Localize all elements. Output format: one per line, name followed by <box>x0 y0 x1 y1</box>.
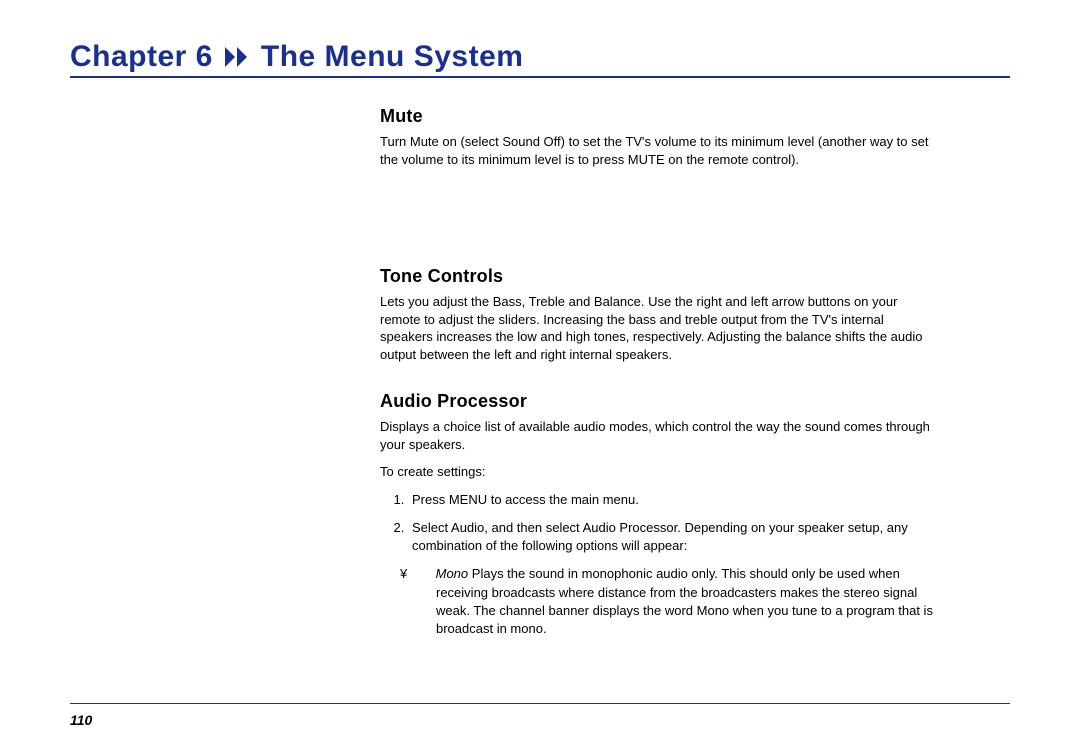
step-2: Select Audio, and then select Audio Proc… <box>408 519 940 555</box>
section-tone-controls: Tone Controls Lets you adjust the Bass, … <box>380 266 940 363</box>
mute-body: Turn Mute on (select Sound Off) to set t… <box>380 133 940 168</box>
chapter-title: Chapter 6 The Menu System <box>70 40 1010 74</box>
page: Chapter 6 The Menu System Mute Turn Mute… <box>0 0 1080 756</box>
bullet-icon: ¥ <box>418 565 432 583</box>
content-column: Mute Turn Mute on (select Sound Off) to … <box>380 106 940 638</box>
chapter-name: The Menu System <box>261 40 524 74</box>
page-number: 110 <box>70 712 92 728</box>
mono-label: Mono <box>436 566 469 581</box>
section-audio-processor: Audio Processor Displays a choice list o… <box>380 391 940 638</box>
audio-steps: Press MENU to access the main menu. Sele… <box>380 491 940 556</box>
spacer <box>380 373 940 391</box>
mono-description: Plays the sound in monophonic audio only… <box>436 566 933 636</box>
spacer <box>380 178 940 266</box>
mute-heading: Mute <box>380 106 940 127</box>
chapter-header: Chapter 6 The Menu System <box>70 40 1010 78</box>
footer-rule <box>70 703 1010 704</box>
section-mute: Mute Turn Mute on (select Sound Off) to … <box>380 106 940 168</box>
step-1: Press MENU to access the main menu. <box>408 491 940 509</box>
audio-heading: Audio Processor <box>380 391 940 412</box>
chapter-label: Chapter 6 <box>70 40 213 74</box>
audio-intro: To create settings: <box>380 463 940 481</box>
tone-heading: Tone Controls <box>380 266 940 287</box>
tone-body: Lets you adjust the Bass, Treble and Bal… <box>380 293 940 363</box>
mono-option: ¥ Mono Plays the sound in monophonic aud… <box>380 565 940 638</box>
double-arrow-icon <box>225 47 251 67</box>
audio-body: Displays a choice list of available audi… <box>380 418 940 453</box>
